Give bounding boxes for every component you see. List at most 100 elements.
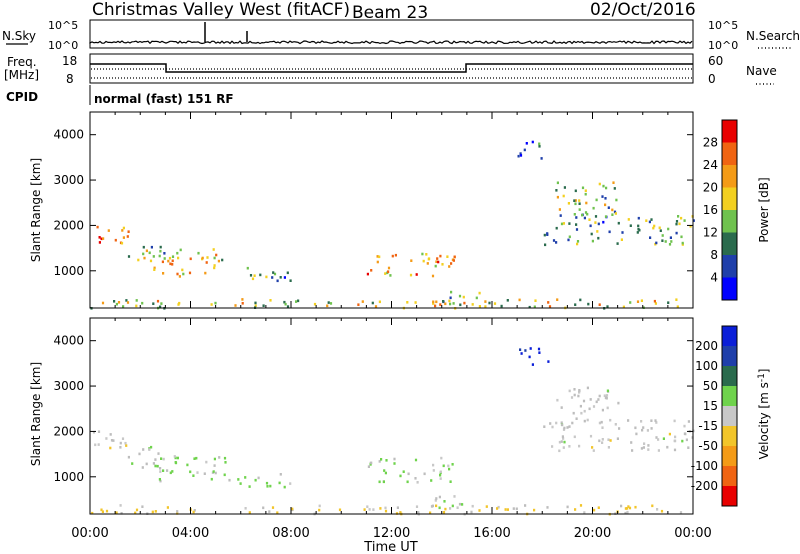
- colorbar-tick-label: 12: [703, 226, 718, 240]
- data-cell: [124, 441, 127, 445]
- data-cell: [148, 251, 151, 255]
- colorbar-band: [722, 165, 737, 188]
- data-cell: [406, 301, 409, 304]
- data-cell: [506, 508, 509, 511]
- data-cell: [217, 259, 220, 263]
- data-cell: [421, 252, 424, 256]
- data-cell: [650, 218, 653, 221]
- data-cell: [643, 442, 646, 445]
- data-cell: [562, 428, 566, 431]
- data-cell: [562, 222, 565, 225]
- data-cell: [393, 457, 396, 461]
- data-cell: [366, 272, 369, 276]
- data-cell: [449, 302, 452, 306]
- data-cell: [399, 474, 402, 478]
- data-cell: [237, 478, 240, 481]
- data-cell: [571, 421, 574, 425]
- data-cell: [591, 446, 594, 449]
- data-cell: [179, 248, 182, 252]
- data-cell: [529, 347, 532, 350]
- data-cell: [385, 459, 388, 462]
- data-cell: [448, 467, 451, 471]
- data-cell: [601, 195, 604, 198]
- data-cell: [163, 257, 166, 260]
- data-cell: [674, 439, 677, 443]
- data-cell: [432, 469, 435, 472]
- nsky-panel: N.Sky 10^5 10^0 10^5 10^0 N.Search: [2, 19, 800, 52]
- data-cell: [471, 303, 474, 306]
- colorbar-tick-label: 20: [703, 181, 718, 195]
- nsearch-label: N.Search: [746, 29, 800, 43]
- data-cell: [152, 302, 155, 305]
- data-cell: [624, 511, 627, 515]
- data-cell: [121, 437, 125, 440]
- data-cell: [573, 388, 576, 391]
- colorbar-band: [722, 346, 737, 367]
- data-cell: [439, 254, 442, 258]
- data-cell: [450, 262, 453, 265]
- colorbar-band: [722, 406, 737, 427]
- data-cell: [391, 254, 394, 258]
- colorbar-band: [722, 210, 737, 233]
- data-cell: [283, 300, 286, 304]
- data-cell: [376, 260, 379, 264]
- data-cell: [620, 238, 623, 241]
- data-cell: [169, 471, 172, 475]
- data-cell: [621, 231, 624, 234]
- date-title: 02/Oct/2016: [590, 0, 696, 20]
- data-cell: [568, 425, 571, 428]
- data-cell: [600, 420, 603, 424]
- colorbar-tick-label: 15: [703, 399, 718, 413]
- data-cell: [195, 456, 198, 460]
- x-tick-label: 08:00: [272, 526, 309, 541]
- data-cell: [673, 419, 676, 423]
- data-cell: [214, 471, 217, 475]
- data-cell: [425, 253, 428, 256]
- data-cell: [655, 421, 658, 424]
- data-cell: [434, 499, 437, 502]
- data-cell: [670, 240, 673, 243]
- data-cell: [432, 300, 435, 304]
- data-cell: [458, 294, 462, 298]
- data-cell: [98, 241, 101, 244]
- data-cell: [558, 449, 561, 453]
- data-cell: [579, 504, 583, 507]
- data-cell: [573, 213, 576, 216]
- data-cell: [576, 240, 580, 243]
- cpid-label: CPID: [6, 90, 38, 104]
- data-cell: [105, 437, 108, 440]
- data-cell: [368, 508, 371, 511]
- data-cell: [214, 301, 217, 305]
- data-cell: [271, 276, 274, 279]
- data-cell: [540, 157, 543, 160]
- data-cell: [120, 241, 124, 245]
- data-cell: [246, 266, 249, 270]
- x-tick-label: 20:00: [574, 526, 611, 541]
- data-cell: [558, 208, 561, 211]
- data-cell: [574, 189, 577, 193]
- data-cell: [655, 436, 658, 439]
- data-cell: [604, 203, 607, 207]
- data-cell: [178, 301, 181, 305]
- colorbar-band: [722, 486, 737, 507]
- data-cell: [121, 229, 124, 232]
- data-cell: [435, 497, 438, 500]
- data-cell: [581, 186, 585, 190]
- data-cell: [641, 428, 644, 432]
- data-cell: [548, 305, 552, 308]
- data-cell: [210, 477, 213, 481]
- data-cell: [92, 430, 96, 434]
- data-cell: [675, 222, 678, 226]
- data-cell: [574, 199, 577, 202]
- data-cell: [519, 348, 522, 351]
- data-cell: [573, 393, 576, 397]
- data-cell: [239, 482, 242, 485]
- data-cell: [669, 236, 672, 239]
- data-cell: [215, 253, 218, 257]
- data-cell: [407, 472, 410, 476]
- data-cell: [485, 505, 488, 508]
- data-cell: [607, 446, 610, 449]
- data-cell: [291, 507, 294, 511]
- data-cell: [295, 300, 298, 303]
